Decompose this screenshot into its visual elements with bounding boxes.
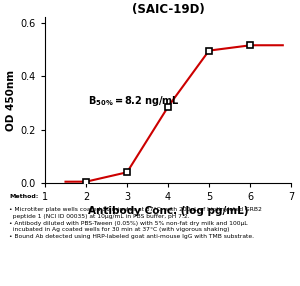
Text: • Microtiter plate wells coated 30 minutes at 37°C  with 200μL of biotinylated G: • Microtiter plate wells coated 30 minut… bbox=[9, 207, 262, 239]
Title: CPTC-GRB2-1
(SAIC-19D): CPTC-GRB2-1 (SAIC-19D) bbox=[124, 0, 212, 16]
Text: Method:: Method: bbox=[9, 194, 38, 199]
Y-axis label: OD 450nm: OD 450nm bbox=[6, 69, 16, 131]
Text: $\mathbf{B_{50\%}}$$\mathbf{ = 8.2\ ng/mL}$: $\mathbf{B_{50\%}}$$\mathbf{ = 8.2\ ng/m… bbox=[88, 94, 180, 108]
X-axis label: Antibody Conc. (log pg/mL): Antibody Conc. (log pg/mL) bbox=[88, 206, 248, 216]
